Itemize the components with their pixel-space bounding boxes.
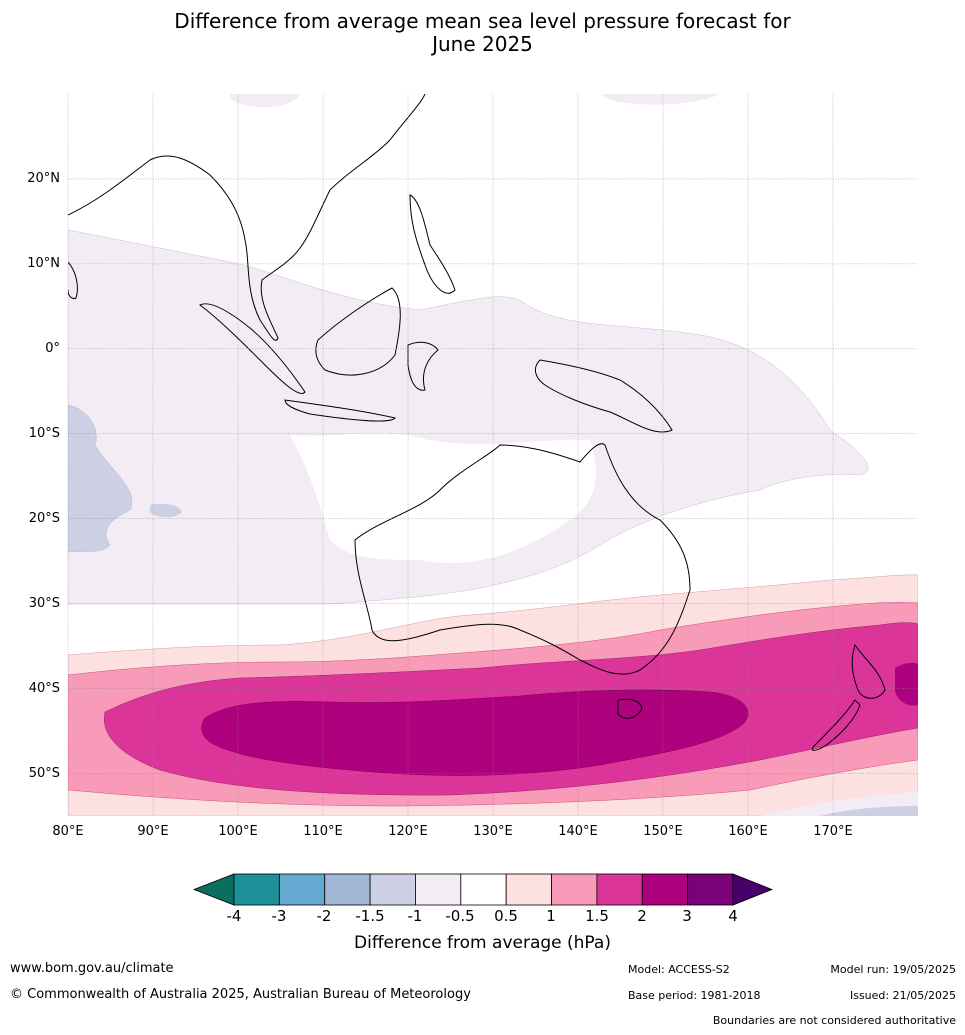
anomaly-region-neg1 — [68, 404, 133, 553]
base-period: Base period: 1981-2018 — [628, 989, 761, 1002]
model-run-date: Model run: 19/05/2025 — [830, 963, 956, 976]
anomaly-region-neg05 — [68, 229, 869, 605]
lon-label-140e: 140°E — [558, 824, 598, 839]
colorbar-tick: 4 — [728, 907, 738, 925]
chart-title: Difference from average mean sea level p… — [0, 10, 965, 56]
lon-label-80e: 80°E — [52, 824, 84, 839]
lat-label-50s: 50°S — [28, 766, 60, 781]
colorbar-tick: -1.5 — [355, 907, 385, 925]
lon-label-150e: 150°E — [643, 824, 683, 839]
boundary-disclaimer: Boundaries are not considered authoritat… — [712, 1014, 956, 1027]
colorbar-tick: -2 — [316, 907, 332, 925]
colorbar-title: Difference from average (hPa) — [354, 933, 611, 953]
coastlines — [68, 94, 886, 751]
title-line-1: Difference from average mean sea level p… — [174, 9, 791, 33]
lon-label-170e: 170°E — [813, 824, 853, 839]
lat-label-10n: 10°N — [27, 256, 60, 271]
copyright-text: © Commonwealth of Australia 2025, Austra… — [10, 987, 471, 1002]
lat-label-20n: 20°N — [27, 171, 60, 186]
lat-label-30s: 30°S — [28, 596, 60, 611]
colorbar-tick: 1 — [546, 907, 556, 925]
colorbar-tick: 0.5 — [494, 907, 518, 925]
colorbar-tick: -1 — [407, 907, 423, 925]
lat-label-40s: 40°S — [28, 681, 60, 696]
lon-label-160e: 160°E — [728, 824, 768, 839]
graticule — [67, 94, 918, 816]
model-name: Model: ACCESS-S2 — [628, 963, 730, 976]
lon-label-90e: 90°E — [137, 824, 169, 839]
colorbar-tick: 3 — [682, 907, 692, 925]
colorbar-tick: -0.5 — [445, 907, 475, 925]
lat-label-0: 0° — [45, 341, 60, 356]
lon-label-100e: 100°E — [218, 824, 258, 839]
title-line-2: June 2025 — [432, 32, 533, 56]
colorbar-tick: 1.5 — [585, 907, 609, 925]
colorbar-tick: 2 — [637, 907, 647, 925]
lon-label-120e: 120°E — [388, 824, 428, 839]
colorbar-tick: -4 — [226, 907, 242, 925]
website-link[interactable]: www.bom.gov.au/climate — [10, 961, 174, 976]
anomaly-region-pos2 — [201, 689, 749, 776]
lat-label-10s: 10°S — [28, 426, 60, 441]
issued-date: Issued: 21/05/2025 — [849, 989, 956, 1002]
lon-label-130e: 130°E — [473, 824, 513, 839]
lon-label-110e: 110°E — [303, 824, 343, 839]
lat-label-20s: 20°S — [28, 511, 60, 526]
colorbar-tick: -3 — [271, 907, 287, 925]
